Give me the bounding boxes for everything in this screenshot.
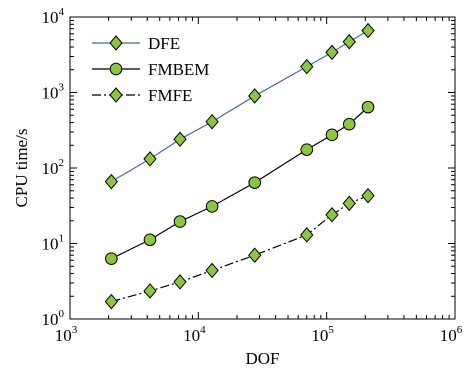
- y-axis-title: CPU time/s: [12, 129, 31, 208]
- data-point-dfe-4: [248, 88, 262, 104]
- data-point-fmfe-6: [325, 207, 339, 223]
- y-tick-label: 104: [42, 6, 65, 27]
- x-tick-label: 106: [440, 324, 463, 345]
- y-tick-label: 102: [42, 157, 65, 178]
- legend-marker: [109, 35, 123, 51]
- legend-marker: [109, 62, 123, 76]
- data-point-fmbem-0: [105, 252, 118, 265]
- data-point-fmbem-7: [342, 117, 356, 131]
- x-tick-label: 105: [311, 324, 334, 345]
- legend-marker: [109, 87, 123, 103]
- y-tick-label: 101: [42, 233, 65, 254]
- data-point-fmfe-8: [361, 187, 375, 204]
- data-point-fmbem-3: [205, 200, 219, 213]
- x-axis-title: DOF: [245, 349, 279, 368]
- series-fmbem: [105, 100, 375, 265]
- data-point-fmfe-5: [300, 227, 314, 243]
- data-point-dfe-7: [342, 33, 356, 50]
- data-point-dfe-2: [173, 131, 187, 148]
- data-point-fmbem-4: [248, 176, 262, 189]
- data-point-fmfe-0: [104, 293, 119, 310]
- data-point-fmbem-2: [173, 215, 187, 228]
- plot-background: [70, 17, 455, 319]
- series-dfe: [104, 22, 375, 190]
- data-point-fmfe-3: [205, 262, 219, 279]
- data-point-dfe-3: [205, 113, 219, 130]
- series-layer: [104, 22, 375, 310]
- x-tick-label: 104: [183, 324, 206, 345]
- data-point-fmfe-2: [173, 274, 187, 290]
- y-tick-label: 103: [42, 82, 65, 103]
- legend-item-dfe: DFE: [92, 34, 180, 53]
- data-point-fmbem-6: [325, 128, 339, 142]
- data-point-dfe-5: [300, 58, 314, 75]
- data-point-fmbem-1: [143, 233, 157, 247]
- legend-label: FMBEM: [148, 60, 209, 79]
- legend-label: FMFE: [148, 86, 192, 105]
- x-tick-label: 103: [55, 324, 78, 345]
- data-point-dfe-6: [325, 44, 339, 61]
- legend: DFE FMBEM FMFE: [92, 34, 209, 105]
- data-point-fmfe-4: [248, 247, 262, 263]
- data-point-fmfe-1: [143, 283, 157, 299]
- data-point-dfe-0: [104, 173, 119, 190]
- data-point-fmfe-7: [342, 195, 356, 212]
- legend-item-fmfe: FMFE: [92, 86, 192, 105]
- legend-label: DFE: [148, 34, 180, 53]
- series-fmfe: [104, 187, 375, 310]
- data-point-fmbem-8: [361, 100, 375, 114]
- tick-labels: 103 104 105 106 100 101 102 103 104: [42, 6, 463, 345]
- ticks: [69, 16, 456, 320]
- legend-item-fmbem: FMBEM: [92, 60, 209, 79]
- data-point-dfe-1: [143, 151, 157, 167]
- data-point-fmbem-5: [300, 143, 314, 156]
- plot-area: [70, 17, 455, 319]
- data-point-dfe-8: [361, 22, 375, 39]
- y-tick-label: 100: [42, 308, 65, 329]
